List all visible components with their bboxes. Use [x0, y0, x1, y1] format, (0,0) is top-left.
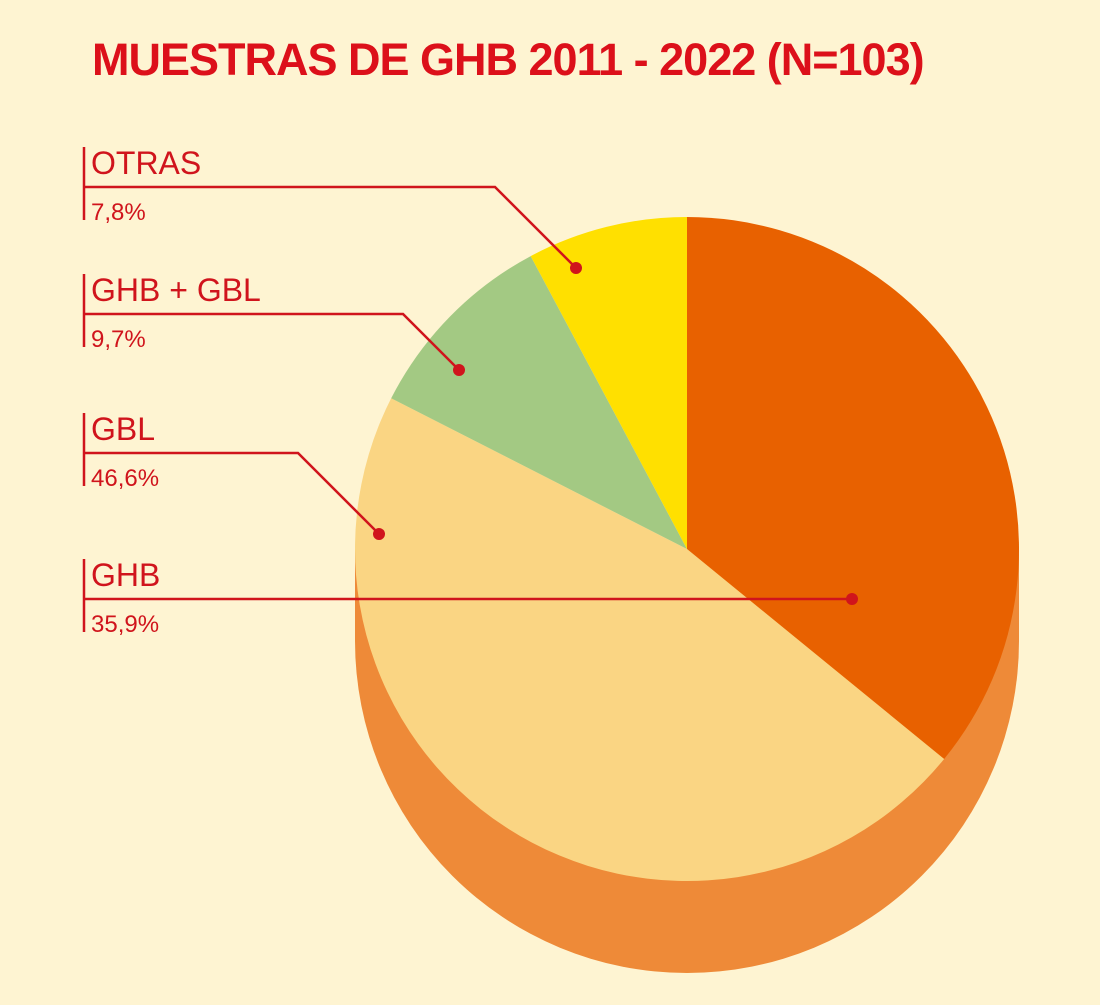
leader-line-ghb-gbl	[84, 312, 460, 371]
slice-value-otras: 7,8%	[91, 199, 146, 226]
pie-slice-gbl	[355, 398, 945, 881]
leader-dot-gbl	[373, 528, 385, 540]
leader-line-otras	[84, 185, 577, 269]
leader-dot-ghb	[846, 593, 858, 605]
slice-label-otras: OTRAS	[91, 145, 201, 181]
chart-title: MUESTRAS DE GHB 2011 - 2022 (N=103)	[92, 34, 925, 85]
slice-value-gbl: 46,6%	[91, 465, 159, 492]
leader-line-gbl	[84, 451, 380, 535]
leader-dot-ghb-gbl	[453, 364, 465, 376]
slice-value-ghb-gbl: 9,7%	[91, 326, 146, 353]
slice-label-ghb-gbl: GHB + GBL	[91, 272, 261, 308]
leader-dot-otras	[570, 262, 582, 274]
slice-value-ghb: 35,9%	[91, 611, 159, 638]
pie-slice-ghb	[687, 217, 1019, 760]
pie-slice-ghb-gbl	[391, 256, 687, 549]
pie-slice-otras	[530, 217, 687, 549]
slice-label-gbl: GBL	[91, 411, 155, 447]
slice-label-ghb: GHB	[91, 557, 160, 593]
